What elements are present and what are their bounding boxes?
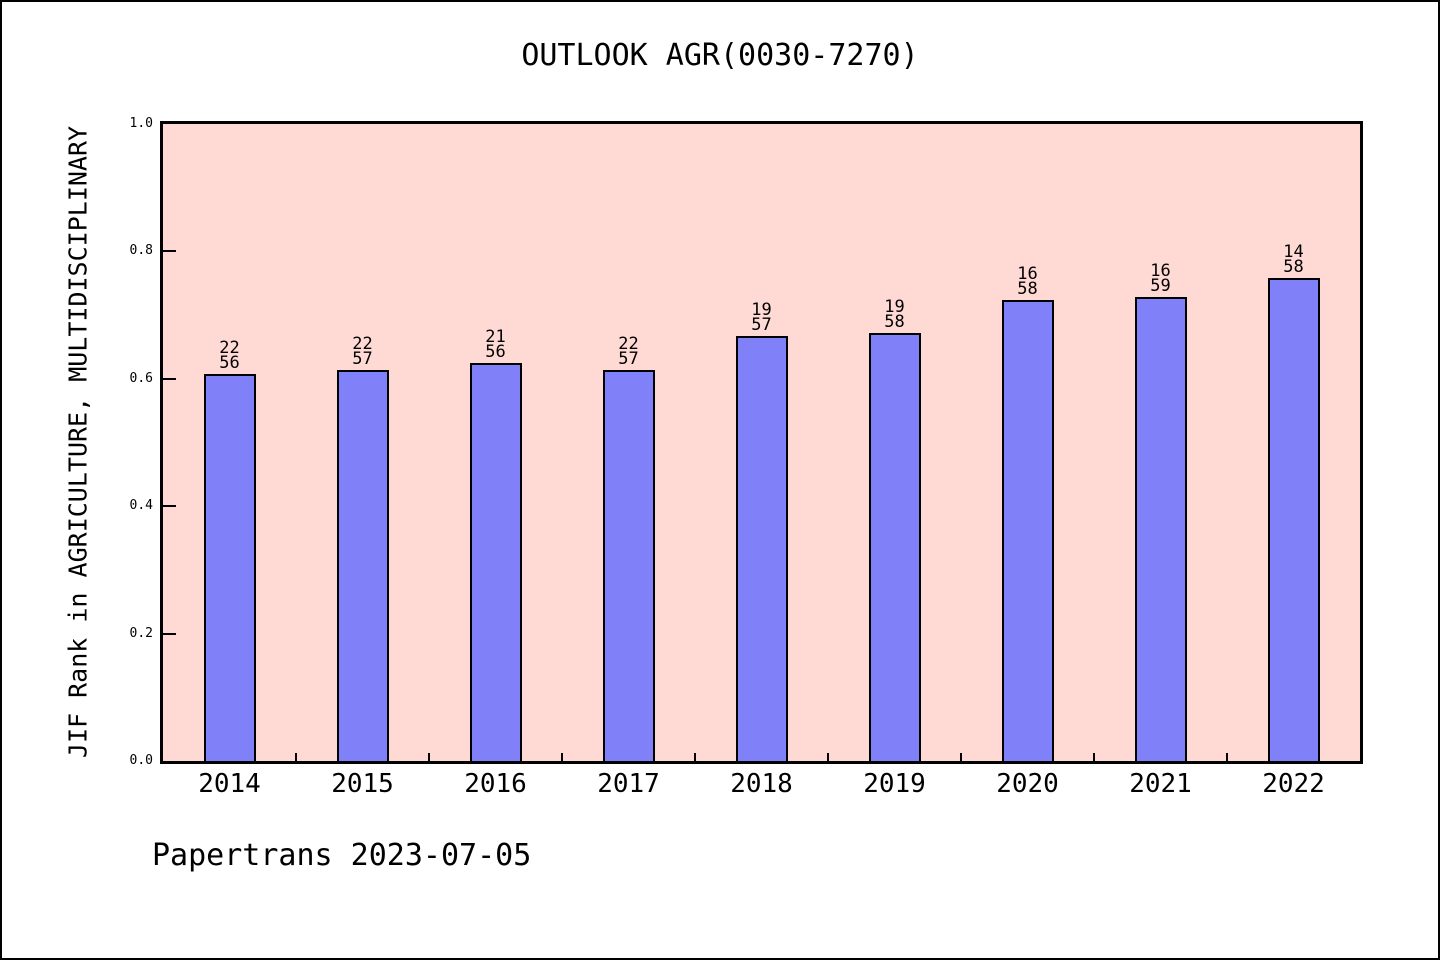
bar-total-value: 58: [1017, 278, 1038, 299]
bar: [735, 336, 788, 761]
x-tick-label: 2016: [464, 769, 527, 799]
bar: [868, 332, 921, 761]
bar-rank-value: 16: [1150, 260, 1171, 281]
watermark-text: Papertrans 2023-07-05: [152, 838, 532, 873]
x-minor-tick-mark: [827, 753, 829, 761]
bar: [1267, 277, 1320, 761]
bar-rank-value: 22: [219, 338, 240, 359]
chart-title: OUTLOOK AGR(0030-7270): [521, 38, 919, 73]
bar-rank-value: 22: [618, 333, 639, 354]
bar-total-value: 56: [485, 341, 506, 362]
bar-value-label: 14 58: [1283, 241, 1304, 277]
x-minor-tick-mark: [561, 753, 563, 761]
bar-rank-value: 19: [751, 300, 772, 321]
bar-rank-value: 16: [1017, 263, 1038, 284]
bar: [469, 362, 522, 761]
bar-total-value: 59: [1150, 275, 1171, 296]
bar: [1001, 299, 1054, 761]
y-tick-mark: [163, 250, 176, 253]
y-axis-label: JIF Rank in AGRICULTURE, MULTIDISCIPLINA…: [63, 125, 93, 759]
plot-area: 0.0 0.2 0.4 0.6 0.8 1.0 22 56 2014 22 57 2015 21 56 20…: [130, 116, 1363, 799]
x-tick-label: 2021: [1129, 769, 1192, 799]
y-tick-label: 0.0: [129, 753, 153, 768]
bar-total-value: 58: [1283, 256, 1304, 277]
x-tick-label: 2017: [597, 769, 660, 799]
bar-value-label: 19 58: [884, 296, 905, 332]
bar-total-value: 56: [219, 353, 240, 374]
bar-rank-value: 22: [352, 333, 373, 354]
bar-total-value: 57: [352, 348, 373, 369]
bar-value-label: 22 56: [219, 338, 240, 374]
bar-value-label: 19 57: [751, 300, 772, 336]
y-tick-mark: [163, 377, 176, 380]
bar-value-label: 21 56: [485, 326, 506, 362]
x-tick-label: 2020: [996, 769, 1059, 799]
bar: [602, 369, 655, 761]
bar: [203, 374, 256, 761]
x-tick-label: 2014: [198, 769, 261, 799]
bar-value-label: 16 58: [1017, 263, 1038, 299]
x-minor-tick-mark: [295, 753, 297, 761]
bar-total-value: 57: [618, 348, 639, 369]
bar-value-label: 22 57: [352, 333, 373, 369]
y-tick-label: 0.6: [129, 370, 153, 386]
x-tick-label: 2019: [863, 769, 926, 799]
bar: [1134, 296, 1187, 761]
bar-rank-value: 19: [884, 296, 905, 317]
x-minor-tick-mark: [694, 753, 696, 761]
y-tick-label: 0.2: [129, 625, 153, 641]
bar-value-label: 16 59: [1150, 260, 1171, 296]
bar-rank-value: 21: [485, 326, 506, 347]
bar-total-value: 58: [884, 311, 905, 332]
x-minor-tick-mark: [428, 753, 430, 761]
x-minor-tick-mark: [1226, 753, 1228, 761]
bar: [336, 369, 389, 761]
y-tick-label: 0.8: [129, 243, 153, 259]
x-minor-tick-mark: [1093, 753, 1095, 761]
bar-value-label: 22 57: [618, 333, 639, 369]
y-tick-mark: [163, 505, 176, 508]
bar-total-value: 57: [751, 315, 772, 336]
y-tick-label: 1.0: [129, 116, 153, 131]
y-tick-mark: [163, 632, 176, 635]
x-tick-label: 2022: [1262, 769, 1325, 799]
bar-rank-value: 14: [1283, 241, 1304, 262]
x-tick-label: 2015: [331, 769, 394, 799]
x-tick-label: 2018: [730, 769, 793, 799]
x-minor-tick-mark: [960, 753, 962, 761]
y-tick-label: 0.4: [129, 498, 153, 514]
